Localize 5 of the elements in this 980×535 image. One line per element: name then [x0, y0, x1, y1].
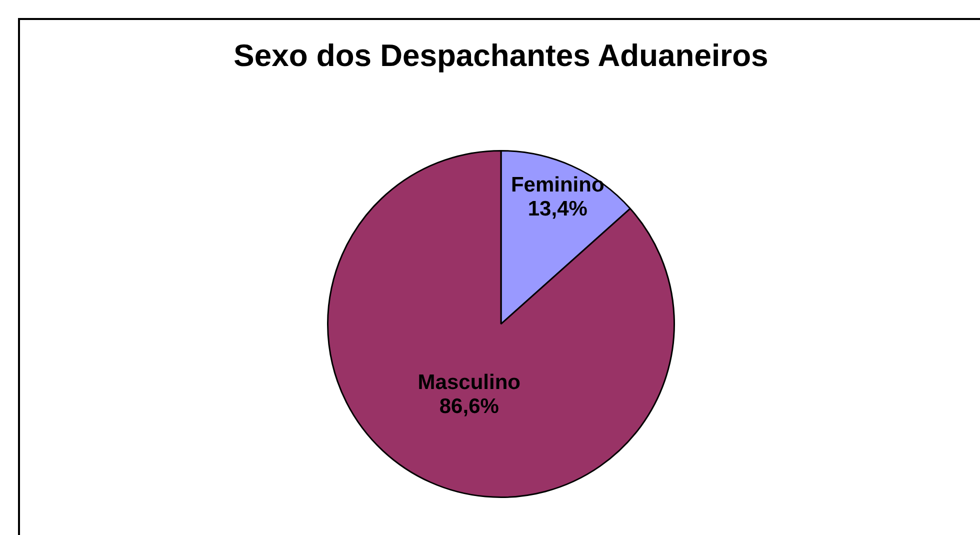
data-label: 13,4%	[528, 197, 588, 220]
slice-label: Masculino	[418, 370, 520, 394]
data-label: 86,6%	[439, 394, 500, 418]
chart-title: Sexo dos Despachantes Aduaneiros	[232, 38, 770, 74]
slice-label: Feminino	[510, 173, 604, 196]
